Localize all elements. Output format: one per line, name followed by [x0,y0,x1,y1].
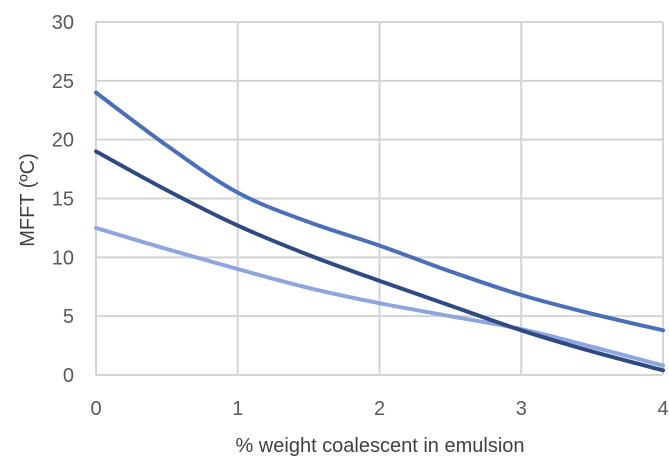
y-tick-label: 0 [63,365,74,387]
y-tick-label: 5 [63,306,74,328]
y-tick-label: 15 [52,189,74,211]
x-axis-ticks: 0 1 2 3 4 [90,398,668,420]
series-line-1 [94,90,665,333]
series-line-3 [94,225,665,368]
x-tick-label: 3 [516,398,527,420]
y-axis-title: MFFT (ºC) [17,153,39,247]
x-axis-title: % weight coalescent in emulsion [235,435,524,457]
y-axis-ticks: 0 5 10 15 20 25 30 [52,12,74,387]
x-tick-label: 2 [374,398,385,420]
x-tick-label: 1 [232,398,243,420]
x-tick-label: 4 [657,398,668,420]
x-tick-label: 0 [90,398,101,420]
series-line-2 [94,149,665,373]
series-lines [94,90,665,373]
y-tick-label: 10 [52,247,74,269]
y-tick-label: 25 [52,71,74,93]
y-tick-label: 20 [52,130,74,152]
y-tick-label: 30 [52,12,74,34]
